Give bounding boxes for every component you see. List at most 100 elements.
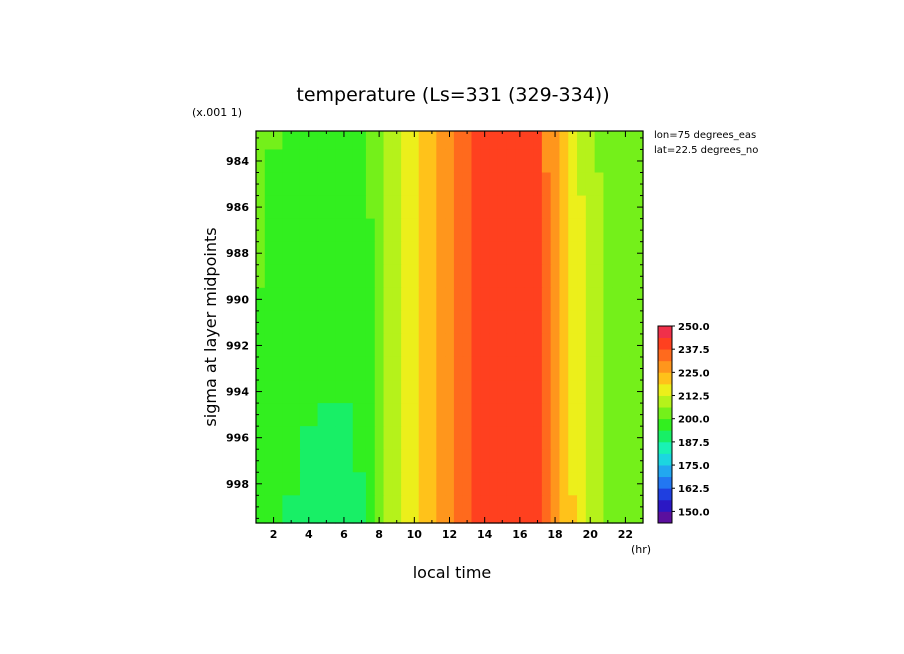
- contour-cell: [480, 333, 490, 358]
- contour-cell: [559, 131, 569, 151]
- contour-cell: [629, 472, 640, 496]
- contour-cell: [462, 195, 473, 220]
- contour-cell: [629, 149, 640, 174]
- contour-cell: [533, 131, 543, 151]
- contour-cell: [453, 472, 464, 496]
- contour-cell: [594, 472, 605, 496]
- contour-cell: [352, 310, 367, 335]
- contour-cell: [497, 172, 508, 197]
- contour-cell: [480, 403, 490, 427]
- contour-cell: [497, 149, 508, 174]
- contour-cell: [577, 333, 587, 358]
- contour-cell: [559, 333, 569, 358]
- contour-cell: [427, 449, 437, 473]
- contour-cell: [524, 449, 534, 473]
- contour-cell: [335, 426, 354, 450]
- contour-cell: [541, 131, 552, 151]
- contour-cell: [541, 472, 552, 496]
- contour-cell: [480, 310, 490, 335]
- contour-cell: [409, 241, 420, 266]
- contour-cell: [445, 218, 455, 243]
- contour-cell: [497, 310, 508, 335]
- contour-cell: [365, 403, 376, 427]
- contour-cell: [374, 172, 385, 197]
- colorbar: 250.0 237.5 225.0 212.5 200.0 187.5 175.0 162.5…: [657, 322, 710, 524]
- contour-cell: [497, 495, 508, 524]
- contour-cell: [533, 472, 543, 496]
- contour-cell: [436, 310, 446, 335]
- contour-cell: [462, 426, 473, 450]
- contour-cell: [418, 426, 429, 450]
- y-tick-label: 998: [226, 478, 249, 491]
- contour-cell: [436, 333, 446, 358]
- contour-cell: [515, 333, 525, 358]
- contour-cell: [533, 403, 543, 427]
- contour-cell: [409, 472, 420, 496]
- contour-cell: [629, 356, 640, 381]
- contour-cell: [489, 403, 499, 427]
- contour-cell: [471, 495, 481, 524]
- contour-cell: [282, 149, 301, 174]
- contour-cell: [621, 172, 631, 197]
- contour-cell: [436, 380, 446, 404]
- contour-cell: [264, 241, 283, 266]
- contour-cell: [594, 333, 605, 358]
- contour-cell: [418, 287, 429, 312]
- x-tick-label: 20: [583, 528, 599, 541]
- x-tick-label: 14: [477, 528, 493, 541]
- contour-cell: [541, 172, 552, 197]
- contour-cell: [427, 356, 437, 381]
- contour-cell: [418, 380, 429, 404]
- contour-cell: [585, 241, 596, 266]
- colorbar-swatch: [658, 418, 672, 431]
- contour-cell: [541, 403, 552, 427]
- contour-cell: [568, 356, 578, 381]
- contour-cell: [515, 403, 525, 427]
- contour-cell: [559, 287, 569, 312]
- contour-cell: [335, 403, 354, 427]
- contour-cell: [409, 310, 420, 335]
- contour-cell: [471, 449, 481, 473]
- contour-cell: [264, 495, 283, 524]
- contour-cell: [603, 310, 613, 335]
- contour-cell: [594, 380, 605, 404]
- contour-cell: [445, 333, 455, 358]
- contour-cell: [480, 131, 490, 151]
- colorbar-swatch: [658, 499, 672, 512]
- contour-cell: [480, 241, 490, 266]
- contour-cell: [471, 149, 481, 174]
- contour-cell: [621, 449, 631, 473]
- contour-cell: [374, 218, 385, 243]
- contour-cell: [515, 241, 525, 266]
- contour-cell: [506, 380, 517, 404]
- contour-cell: [409, 218, 420, 243]
- contour-cell: [383, 195, 393, 220]
- contour-cell: [612, 356, 622, 381]
- y-scale-note: (x.001 1): [192, 106, 242, 119]
- contour-cell: [480, 172, 490, 197]
- contour-cell: [418, 131, 429, 151]
- contour-cell: [559, 218, 569, 243]
- contour-cell: [453, 287, 464, 312]
- contour-cell: [383, 472, 393, 496]
- contour-cell: [577, 218, 587, 243]
- contour-cell: [577, 380, 587, 404]
- contour-cell: [383, 403, 393, 427]
- contour-cell: [401, 287, 411, 312]
- contour-cell: [489, 241, 499, 266]
- contour-cell: [585, 218, 596, 243]
- contour-cell: [427, 241, 437, 266]
- contour-cell: [612, 172, 622, 197]
- contour-cell: [550, 356, 561, 381]
- contour-cell: [524, 426, 534, 450]
- contour-cell: [533, 195, 543, 220]
- contour-cell: [282, 449, 301, 473]
- contour-cell: [445, 356, 455, 381]
- contour-cell: [515, 472, 525, 496]
- contour-cell: [506, 131, 517, 151]
- contour-cell: [585, 403, 596, 427]
- contour-cell: [533, 149, 543, 174]
- contour-cell: [264, 310, 283, 335]
- contour-cell: [392, 333, 402, 358]
- contour-cell: [524, 333, 534, 358]
